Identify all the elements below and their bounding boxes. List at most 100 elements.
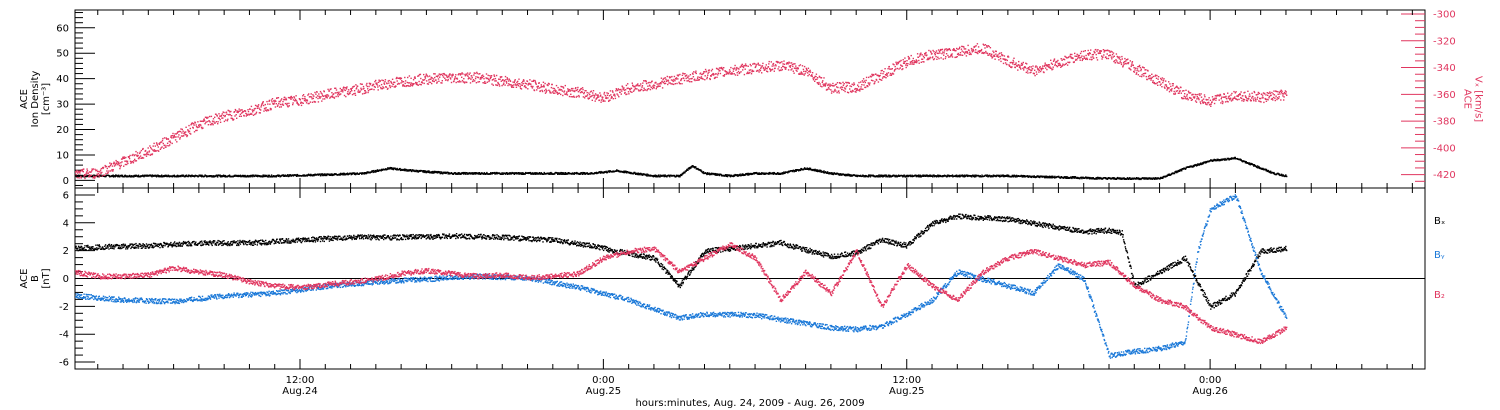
top-point [176,132,178,134]
top-point [609,99,611,101]
top-point [454,76,456,78]
top-point [609,90,612,92]
top-point [128,157,131,160]
top-point [474,172,476,174]
top-point [166,174,168,177]
top-point [798,73,800,75]
top-point [447,78,449,81]
top-point [707,69,710,72]
top-point [186,134,189,137]
top-point [199,120,202,122]
top-point [915,174,917,177]
top-point [255,112,257,115]
top-point [300,101,302,103]
top-point [577,91,580,93]
top-point [628,93,630,95]
top-point [647,82,649,84]
top-point [888,174,890,176]
top-point [869,174,871,176]
top-point [655,81,657,84]
top-point [654,174,657,176]
top-point [659,82,662,84]
top-point [369,83,371,86]
top-point [439,76,441,78]
top-point [149,154,151,156]
top-point [451,74,454,77]
top-point [728,69,731,71]
top-point [148,151,150,153]
top-point [289,97,291,99]
top-point [120,164,122,167]
top-point [690,78,692,80]
top-point [725,174,727,176]
top-point [480,173,482,175]
top-point [621,90,623,92]
top-point [563,91,565,93]
top-point [1074,177,1076,179]
top-point [689,81,691,83]
top-point [336,91,339,94]
top-point [229,111,231,113]
top-point [345,95,347,98]
top-point [134,174,136,177]
top-point [1249,164,1252,166]
top-point [543,86,545,88]
top-point [277,104,279,106]
top-point [493,78,495,80]
top-point [798,73,801,75]
top-point [733,68,735,70]
top-point [464,75,467,77]
top-point [734,67,736,69]
top-point [351,90,353,92]
top-point [223,111,225,114]
top-point [198,124,200,126]
top-point [384,79,387,81]
top-point [1258,166,1260,169]
top-point [163,144,165,146]
top-point [158,142,160,145]
top-point [794,170,797,172]
top-point [246,174,249,177]
top-point [685,170,687,172]
top-point [886,73,888,75]
top-point [807,167,810,170]
top-point [112,175,114,178]
top-point [119,166,122,168]
top-point [795,170,797,172]
top-point [108,170,110,172]
top-point [462,172,464,174]
top-point [117,163,119,166]
top-point [773,70,775,72]
top-point [739,173,741,175]
top-point [702,72,705,74]
top-point [1201,163,1203,165]
top-point [862,78,865,80]
top-point [1252,164,1255,166]
top-point [125,160,127,162]
top-point [603,93,605,95]
top-point [608,95,611,97]
top-point [1012,176,1015,178]
top-point [348,93,350,95]
top-point [602,96,604,99]
top-point [360,87,362,89]
top-point [584,95,587,97]
top-point [112,169,114,171]
top-point [463,78,465,80]
top-point [629,91,632,93]
top-point [745,65,748,67]
top-point [93,175,95,178]
top-point [215,121,218,123]
top-point [619,91,621,93]
top-point [119,167,121,170]
top-point [880,72,882,75]
top-point [688,168,690,170]
top-y-tick-label: 40 [56,74,69,85]
top-point [477,76,480,79]
top-point [403,169,405,172]
top-point [283,175,285,177]
top-point [1037,175,1039,177]
top-point [1144,177,1147,179]
top-point [1234,156,1236,159]
top-point [305,175,307,177]
